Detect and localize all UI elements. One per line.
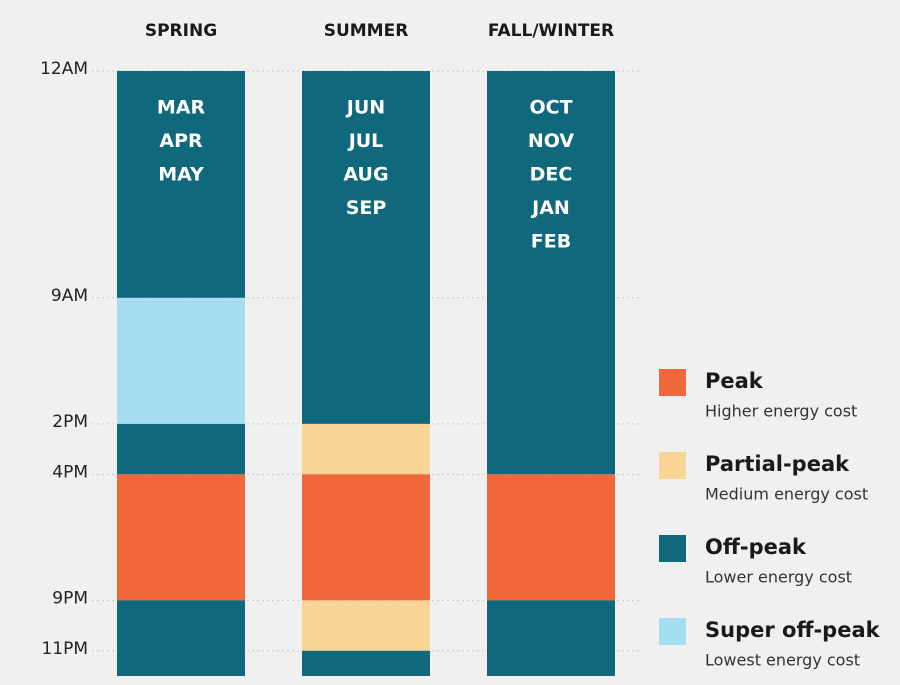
segment [117,71,245,298]
month-label: SEP [346,197,387,219]
legend-description: Lowest energy cost [705,651,860,670]
month-label: AUG [343,164,388,186]
segment [302,650,430,676]
y-tick-label: 12AM [40,59,88,79]
legend-description: Lower energy cost [705,568,852,587]
y-tick-label: 11PM [41,639,88,659]
legend-swatch [659,618,686,645]
segment [302,600,430,651]
segment [117,600,245,676]
y-tick-label: 9AM [51,286,88,306]
segment [302,423,430,475]
legend-swatch [659,369,686,396]
segment [487,600,615,676]
y-tick-label: 4PM [52,462,88,482]
segment [302,474,430,601]
month-label: JAN [530,197,570,219]
segment [117,297,245,424]
month-label: OCT [529,97,572,119]
month-label: DEC [530,164,573,186]
month-label: MAR [157,97,206,119]
month-label: JUN [345,97,385,119]
month-label: APR [159,130,203,152]
month-label: MAY [158,164,204,186]
legend-swatch [659,452,686,479]
y-tick-label: 9PM [52,588,88,608]
y-tick-label: 2PM [52,412,88,432]
legend-description: Medium energy cost [705,485,868,504]
segment [487,474,615,601]
segment [487,71,615,475]
legend-swatch [659,535,686,562]
month-label: JUL [347,130,384,152]
segment [117,474,245,601]
legend-name: Partial-peak [705,452,850,476]
legend-name: Peak [705,369,764,393]
column-title: SPRING [145,21,217,41]
month-label: FEB [531,231,571,253]
legend-description: Higher energy cost [705,402,857,421]
legend-name: Super off-peak [705,618,881,642]
segment [302,71,430,424]
column-title: FALL/WINTER [488,21,614,41]
month-label: NOV [528,130,575,152]
segment [117,423,245,475]
legend-name: Off-peak [705,535,807,559]
column-title: SUMMER [324,21,409,41]
